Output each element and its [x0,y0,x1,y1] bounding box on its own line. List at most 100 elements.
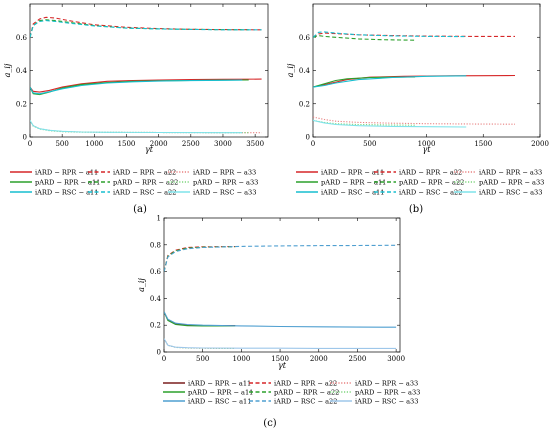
legend-entry: iARD − RSC − a22 [399,188,462,196]
legend-entry: iARD − RSC − a33 [193,188,256,196]
legend-entry: pARD − RPR − a11 [35,178,100,186]
x-axis-label: γt [278,361,287,370]
x-tick-label: 2000 [310,355,328,363]
legend-entry: pARD − RPR − a22 [113,178,178,186]
series-line [164,311,397,328]
x-tick-label: 1000 [418,140,436,148]
series-line [313,35,416,41]
y-tick-label: 0.6 [16,34,28,42]
legend-entry: pARD − RPR − a33 [479,178,544,186]
series-line [164,338,397,349]
legend-entry: iARD − RSC − a33 [355,397,418,405]
y-axis-label: a_ij [137,278,146,292]
series-line [313,119,467,128]
y-tick-label: 0.2 [150,322,161,330]
legend-entry: iARD − RPR − a22 [113,168,176,176]
legend-entry: iARD − RSC − a22 [274,397,337,405]
y-tick-label: 0.4 [299,67,311,75]
x-tick-label: 2500 [182,140,200,148]
y-tick-label: 1 [157,215,161,223]
series-line [164,246,236,272]
x-tick-label: 2000 [150,140,168,148]
series-line [30,120,243,134]
panel-label: (c) [263,418,277,429]
y-tick-label: 0 [23,134,27,142]
legend-entry: iARD − RPR − a11 [188,379,251,387]
y-tick-label: 0.6 [299,34,311,42]
legend-entry: pARD − RPR − a33 [193,178,258,186]
series-line [313,75,467,88]
panel-2: 0 500 1000 1500 2000 0 0.2 0.4 0.6 γt a_ij iARD − R… [286,3,549,215]
series-line [313,32,515,38]
legend-entry: iARD − RSC − a11 [35,188,98,196]
legend-entry: iARD − RPR − a33 [479,168,542,176]
panel-label: (b) [409,204,423,215]
series-line [30,20,262,38]
series-line [30,16,262,38]
x-tick-label: 500 [363,140,376,148]
x-axis-label: γt [145,145,154,154]
plot-frame [29,3,269,138]
x-tick-label: 0 [162,355,166,363]
y-tick-label: 0.2 [16,100,27,108]
y-tick-label: 0.8 [150,241,161,249]
series-line [30,79,243,95]
legend-entry: pARD − RPR − a11 [188,388,253,396]
x-tick-label: 1000 [85,140,103,148]
legend-entry: iARD − RPR − a11 [35,168,98,176]
x-tick-label: 0 [311,140,315,148]
y-tick-label: 0.4 [16,67,28,75]
plot-frame [163,217,401,353]
y-tick-label: 0.2 [299,100,310,108]
series-line [313,31,467,38]
legend: iARD − RPR − a11 iARD − RPR − a22 iARD − R… [10,168,258,196]
legend-entry: iARD − RPR − a22 [399,168,462,176]
plot-frame [312,3,541,138]
series-line [30,78,262,93]
series-group [313,31,516,128]
legend-entry: iARD − RSC − a11 [321,188,384,196]
x-tick-label: 1500 [271,355,289,363]
x-tick-label: 2000 [531,140,549,148]
y-axis-label: a_ij [286,63,295,77]
panel-label: (a) [133,204,147,215]
series-line [164,311,236,327]
legend: iARD − RPR − a11 iARD − RPR − a22 iARD − R… [163,379,420,405]
legend-entry: pARD − RPR − a22 [274,388,339,396]
series-line [164,244,397,272]
legend-entry: pARD − RPR − a11 [321,178,386,186]
series-line [313,116,516,125]
legend: iARD − RPR − a11 iARD − RPR − a22 iARD − R… [296,168,544,196]
legend-entry: iARD − RPR − a33 [193,168,256,176]
series-line [164,245,236,272]
x-tick-label: 1500 [474,140,492,148]
x-tick-label: 1500 [118,140,136,148]
y-tick-label: 0.6 [150,268,162,276]
legend-entry: iARD − RPR − a22 [274,379,337,387]
panel-1: 0 500 1000 1500 2000 2500 3000 3500 0 0.2 0.4 0.6 γt… [3,3,269,215]
series-group [30,16,262,134]
series-line [313,119,416,126]
series-group [164,244,397,349]
legend-entry: iARD − RPR − a11 [321,168,384,176]
x-tick-label: 0 [28,140,32,148]
x-tick-label: 3000 [214,140,232,148]
x-axis-label: γt [423,145,432,154]
x-tick-label: 500 [196,355,209,363]
legend-entry: iARD − RSC − a11 [188,397,251,405]
x-tick-label: 3000 [387,355,405,363]
legend-entry: iARD − RSC − a22 [113,188,176,196]
y-tick-label: 0 [306,134,310,142]
y-tick-label: 0 [157,349,161,357]
panel-3: 0 500 1000 1500 2000 2500 3000 0 0.2 0.4 0.6 0.8 1 γt… [137,215,420,430]
x-tick-label: 3500 [246,140,264,148]
legend-entry: pARD − RPR − a22 [399,178,464,186]
legend-entry: iARD − RPR − a33 [355,379,418,387]
x-tick-label: 1000 [232,355,250,363]
legend-entry: pARD − RPR − a33 [355,388,420,396]
x-tick-label: 2500 [349,355,367,363]
series-line [313,76,416,88]
y-tick-label: 0.4 [150,295,162,303]
y-axis-label: a_ij [3,63,12,77]
